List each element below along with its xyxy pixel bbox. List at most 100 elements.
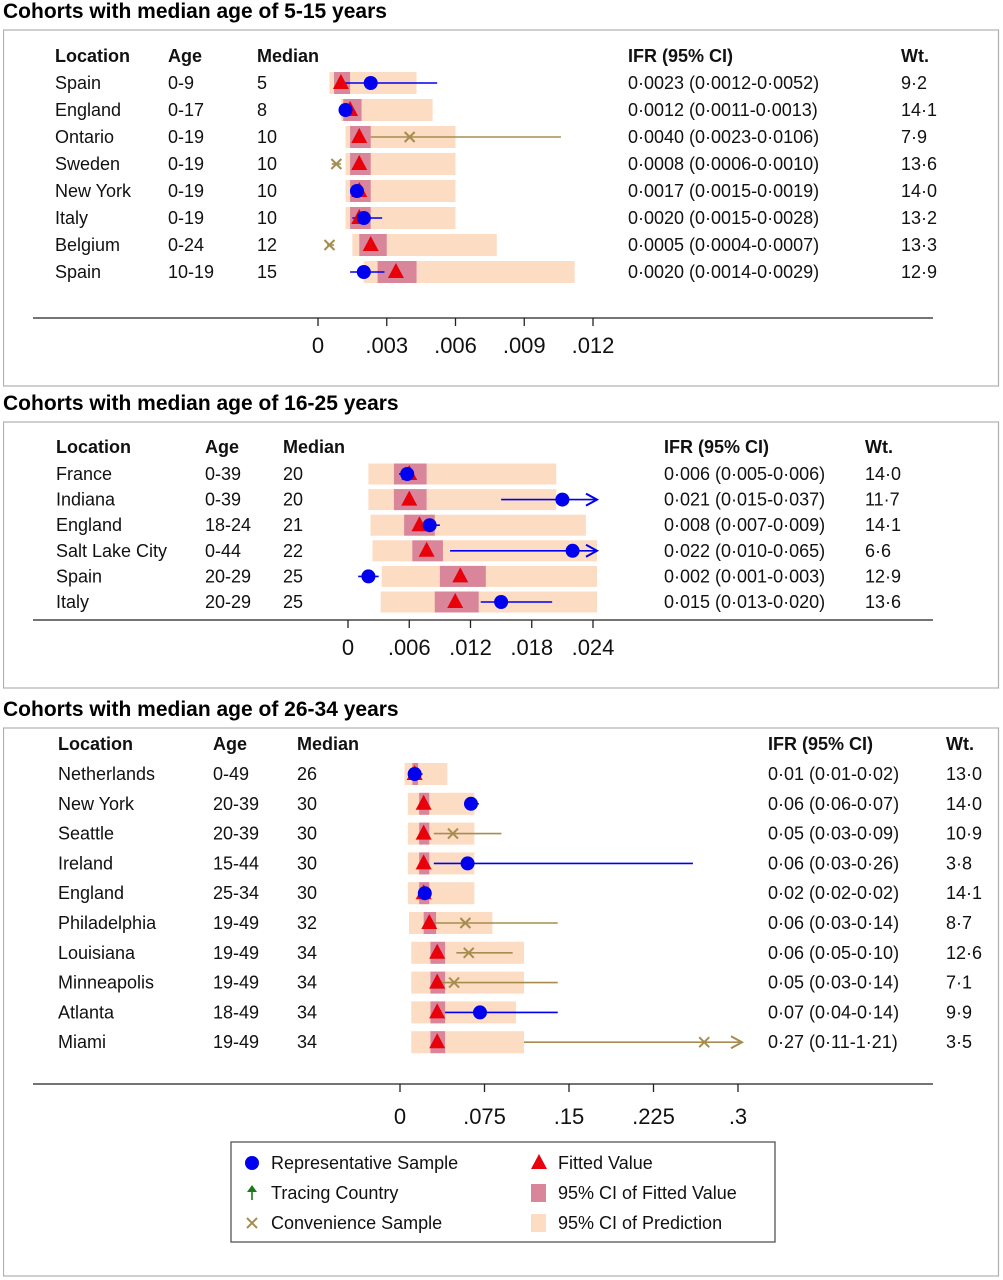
- row-ifr: 0·022 (0·010-0·065): [664, 541, 825, 561]
- row-weight: 8·7: [946, 913, 972, 933]
- study-row: England 25-34 30 0·02 (0·02-0·02) 14·1: [58, 882, 982, 905]
- row-weight: 13·6: [865, 592, 901, 612]
- row-ifr: 0·0008 (0·0006-0·0010): [628, 154, 819, 174]
- row-age: 0-19: [168, 127, 204, 147]
- study-row: Sweden 0-19 10 0·0008 (0·0006-0·0010) 13·6: [55, 153, 937, 175]
- row-ifr: 0·07 (0·04-0·14): [768, 1002, 899, 1022]
- row-location: England: [56, 515, 122, 535]
- fitted-value-marker: [429, 1033, 446, 1049]
- fitted-value-marker: [421, 914, 438, 929]
- study-row: England 0-17 8 0·0012 (0·0011-0·0013) 14·1: [55, 99, 937, 121]
- row-weight: 7·9: [901, 127, 927, 147]
- x-tick-label: .012: [572, 333, 615, 358]
- fitted-value-marker: [415, 824, 432, 840]
- x-tick-label: 0: [342, 635, 354, 660]
- row-age: 0-39: [205, 490, 241, 510]
- row-ifr: 0·0020 (0·0014-0·0029): [628, 262, 819, 282]
- row-ifr: 0·06 (0·05-0·10): [768, 943, 899, 963]
- header-age: Age: [168, 46, 202, 66]
- row-weight: 14·0: [946, 794, 982, 814]
- row-weight: 13·2: [901, 208, 937, 228]
- row-age: 19-49: [213, 1032, 259, 1052]
- row-location: England: [58, 883, 124, 903]
- row-age: 20-29: [205, 566, 251, 586]
- row-weight: 6·6: [865, 541, 891, 561]
- prediction-interval-band: [370, 514, 586, 536]
- row-median: 25: [283, 592, 303, 612]
- legend-label: Fitted Value: [558, 1153, 653, 1173]
- row-age: 20-29: [205, 592, 251, 612]
- convenience-sample-marker: [459, 917, 472, 929]
- panel-frame: [3, 29, 1000, 387]
- row-location: Seattle: [58, 824, 114, 844]
- row-ifr: 0·01 (0·01-0·02): [768, 764, 899, 784]
- ci-truncation-arrow: [585, 543, 600, 558]
- row-ifr: 0·021 (0·015-0·037): [664, 490, 825, 510]
- legend-label: Convenience Sample: [271, 1213, 442, 1233]
- row-weight: 14·0: [901, 181, 937, 201]
- row-ifr: 0·0020 (0·0015-0·0028): [628, 208, 819, 228]
- row-location: Miami: [58, 1032, 106, 1052]
- fitted-value-marker: [429, 973, 446, 989]
- row-ifr: 0·05 (0·03-0·09): [768, 824, 899, 844]
- header-wt: Wt.: [901, 46, 929, 66]
- study-row: Minneapolis 19-49 34 0·05 (0·03-0·14) 7·1: [58, 971, 972, 994]
- x-tick-label: .012: [449, 635, 492, 660]
- row-weight: 9·9: [946, 1002, 972, 1022]
- forest-plot-5-15: Location Age Median IFR (95% CI) Wt. Spain 0-9…: [3, 29, 1000, 387]
- representative-sample-marker: [400, 467, 415, 481]
- ci-truncation-arrow: [585, 492, 600, 507]
- panel-title-26-34: Cohorts with median age of 26-34 years: [3, 698, 399, 721]
- row-location: Italy: [55, 208, 88, 228]
- row-ifr: 0·0005 (0·0004-0·0007): [628, 235, 819, 255]
- row-weight: 14·1: [865, 515, 901, 535]
- row-median: 30: [297, 794, 317, 814]
- x-tick-label: .075: [463, 1104, 506, 1129]
- legend-representative-icon: [245, 1156, 259, 1170]
- representative-sample-marker: [338, 103, 353, 117]
- fitted-value-marker: [332, 74, 349, 89]
- fitted-value-marker: [429, 1003, 446, 1019]
- row-weight: 12·9: [865, 566, 901, 586]
- row-location: Atlanta: [58, 1002, 115, 1022]
- row-location: Indiana: [56, 490, 116, 510]
- header-ifr: IFR (95% CI): [768, 734, 873, 754]
- study-row: Netherlands 0-49 26 0·01 (0·01-0·02) 13·0: [58, 763, 982, 785]
- prediction-interval-band: [345, 153, 456, 175]
- representative-sample-marker: [472, 1005, 487, 1020]
- prediction-interval-band: [345, 180, 456, 202]
- study-row: Italy 20-29 25 0·015 (0·013-0·020) 13·6: [56, 591, 901, 613]
- fitted-value-marker: [452, 567, 469, 583]
- study-row: Louisiana 19-49 34 0·06 (0·05-0·10) 12·6: [58, 941, 982, 964]
- representative-sample-marker: [463, 796, 478, 811]
- forest-plot-16-25: Location Age Median IFR (95% CI) Wt. France 0-…: [3, 421, 1000, 689]
- legend: Representative Sample Fitted Value Tracing…: [230, 1141, 776, 1243]
- row-ifr: 0·0023 (0·0012-0·0052): [628, 73, 819, 93]
- fitted-value-marker: [447, 593, 464, 608]
- panel-title-16-25: Cohorts with median age of 16-25 years: [3, 392, 399, 415]
- representative-sample-marker: [407, 767, 422, 781]
- row-location: Netherlands: [58, 764, 155, 784]
- row-age: 0-39: [205, 464, 241, 484]
- row-median: 32: [297, 913, 317, 933]
- convenience-sample-marker: [330, 158, 343, 170]
- representative-sample-marker: [555, 492, 570, 507]
- row-location: England: [55, 100, 121, 120]
- row-age: 20-39: [213, 794, 259, 814]
- row-weight: 13·3: [901, 235, 937, 255]
- row-age: 19-49: [213, 913, 259, 933]
- legend-label: 95% CI of Prediction: [558, 1213, 722, 1233]
- row-median: 30: [297, 853, 317, 873]
- row-location: Spain: [55, 73, 101, 93]
- representative-sample-marker: [494, 595, 509, 609]
- convenience-sample-marker: [463, 947, 475, 959]
- legend-prediction-ci-icon: [531, 1214, 546, 1232]
- row-weight: 3·8: [946, 853, 972, 873]
- prediction-interval-band: [411, 1031, 524, 1054]
- row-ifr: 0·06 (0·03-0·14): [768, 913, 899, 933]
- row-ifr: 0·06 (0·03-0·26): [768, 853, 899, 873]
- row-median: 15: [257, 262, 277, 282]
- row-median: 25: [283, 566, 303, 586]
- row-median: 10: [257, 154, 277, 174]
- fitted-value-marker: [401, 490, 418, 506]
